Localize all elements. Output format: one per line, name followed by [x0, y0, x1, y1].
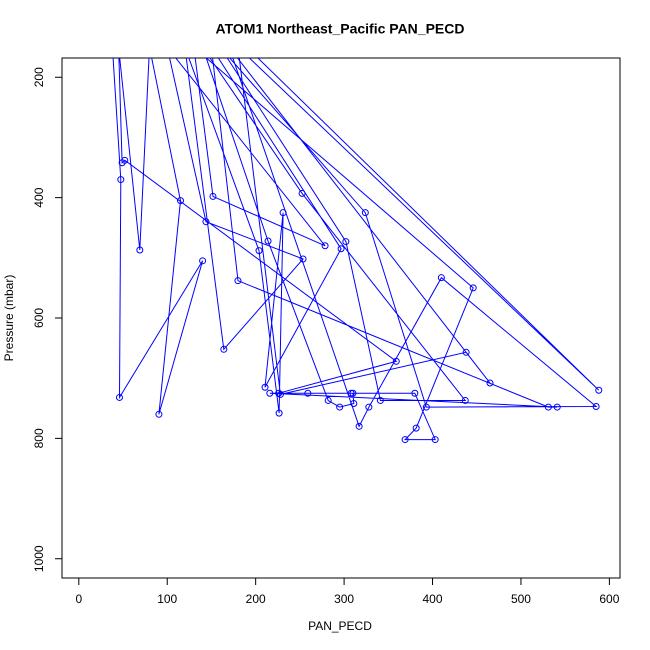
y-tick-label: 1000: [32, 545, 46, 572]
data-point: [121, 156, 129, 164]
x-tick-label: 0: [75, 592, 82, 606]
data-point: [209, 192, 217, 200]
data-point: [220, 345, 228, 353]
plot-area: [109, 44, 603, 444]
data-point: [176, 197, 184, 205]
data-point: [342, 238, 350, 246]
data-point: [208, 44, 214, 50]
data-point: [275, 389, 283, 397]
data-point: [411, 389, 419, 397]
data-point: [266, 389, 274, 397]
y-tick-label: 800: [32, 428, 46, 448]
data-point: [199, 257, 207, 265]
data-point: [349, 389, 357, 397]
data-point: [147, 44, 153, 50]
data-point: [279, 209, 287, 217]
data-point: [365, 403, 373, 411]
data-point: [392, 357, 400, 365]
data-point: [422, 403, 430, 411]
y-axis-label: Pressure (mbar): [2, 275, 16, 362]
data-point: [244, 44, 250, 50]
data-point: [182, 44, 188, 50]
data-point: [115, 393, 123, 401]
x-tick-label: 500: [511, 592, 531, 606]
data-point: [592, 402, 600, 410]
x-tick-label: 400: [423, 592, 443, 606]
data-point: [275, 409, 283, 417]
data-point: [321, 242, 329, 250]
data-point: [544, 403, 552, 411]
data-point: [109, 44, 115, 50]
data-point: [486, 379, 494, 387]
data-point: [376, 396, 384, 404]
data-point: [234, 277, 242, 285]
data-point: [350, 399, 358, 407]
data-point: [355, 422, 363, 430]
data-point: [595, 386, 603, 394]
data-line: [112, 58, 600, 441]
data-point: [461, 396, 469, 404]
data-point: [191, 44, 197, 50]
data-point: [202, 218, 210, 226]
data-point: [401, 436, 409, 444]
data-point: [469, 284, 477, 292]
data-point: [261, 383, 269, 391]
chart-title: ATOM1 Northeast_Pacific PAN_PECD: [216, 21, 465, 37]
data-point: [361, 209, 369, 217]
x-tick-label: 100: [157, 592, 177, 606]
data-point: [298, 189, 306, 197]
x-tick-label: 600: [599, 592, 619, 606]
data-point: [155, 410, 163, 418]
data-point: [264, 237, 272, 245]
data-point: [299, 255, 307, 263]
data-point: [553, 403, 561, 411]
data-point: [462, 348, 470, 356]
data-point: [437, 274, 445, 282]
data-point: [324, 396, 332, 404]
data-point: [255, 247, 263, 255]
data-point: [412, 424, 420, 432]
data-point: [431, 436, 439, 444]
data-point: [226, 44, 232, 50]
y-tick-label: 400: [32, 187, 46, 207]
data-point: [164, 44, 170, 50]
data-point: [276, 390, 284, 398]
y-tick-label: 200: [32, 67, 46, 87]
data-point: [200, 44, 206, 50]
data-point: [336, 403, 344, 411]
y-tick-label: 600: [32, 308, 46, 328]
data-point: [116, 44, 122, 50]
data-point: [337, 245, 345, 253]
data-point: [117, 176, 125, 184]
data-point: [217, 44, 223, 50]
data-point: [304, 389, 312, 397]
x-tick-label: 300: [334, 592, 354, 606]
data-point: [136, 246, 144, 254]
x-axis-label: PAN_PECD: [308, 619, 372, 633]
x-tick-label: 200: [246, 592, 266, 606]
data-point: [235, 44, 241, 50]
